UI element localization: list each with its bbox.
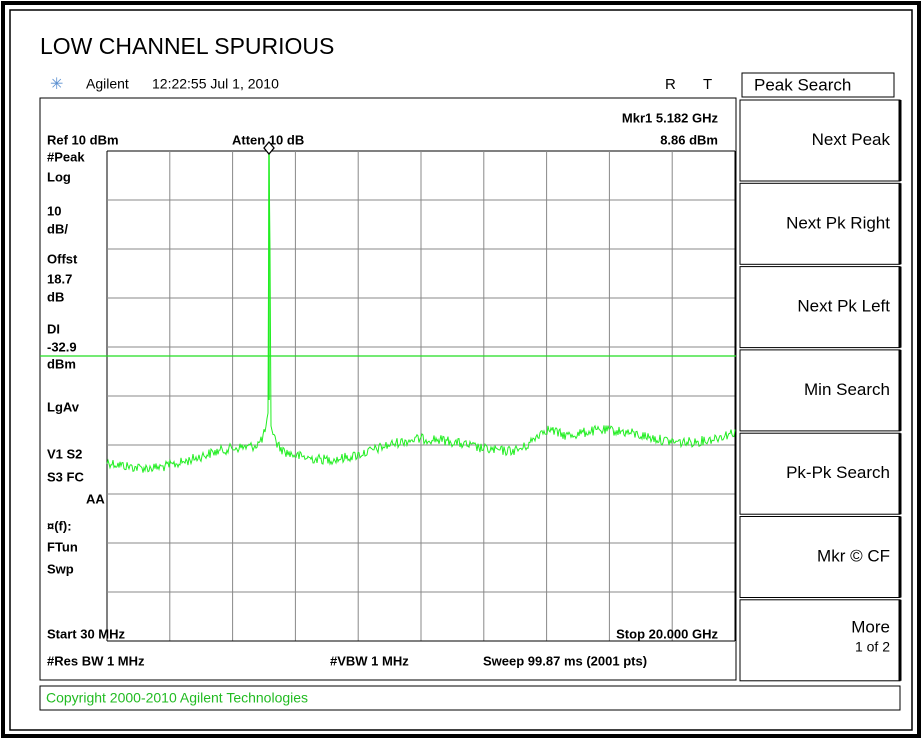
annotation: #Peak [47, 149, 85, 164]
softkey [739, 99, 901, 182]
trace [106, 151, 736, 473]
annotation: V1 S2 [47, 446, 82, 461]
annotation: Swp [47, 561, 74, 576]
softkey-label: More [851, 617, 890, 636]
copyright: Copyright 2000-2010 Agilent Technologies [46, 690, 308, 706]
status-bar [39, 685, 901, 711]
annotations: #Peak Log 10 dB/Offst 18.7 dB DI -32.9 dBm LgAv V1… [47, 149, 105, 576]
softkey [739, 266, 901, 349]
title: LOW CHANNEL SPURIOUS [40, 33, 334, 59]
reference: Ref 10 dBm [47, 132, 119, 147]
annotation: DI [47, 321, 60, 336]
annotation: ¤(f): [47, 518, 72, 533]
logo: ✳ [50, 76, 63, 93]
res-bw: #Res BW 1 MHz [47, 653, 145, 668]
annotation: dB [47, 289, 64, 304]
annotation: 10 [47, 203, 61, 218]
annotation: dB/ [47, 221, 68, 236]
softkey-label: Next Pk Left [797, 297, 890, 316]
display [39, 97, 737, 681]
softkey-label: 1 of 2 [855, 639, 890, 655]
annotation: 18.7 [47, 271, 72, 286]
annotation: Offst [47, 251, 78, 266]
marker-diamond [263, 140, 275, 156]
inner-frame [9, 9, 913, 731]
start: Start 30 MHz [47, 626, 126, 641]
menu-title: Peak Search [754, 75, 851, 94]
softkey-label: Next Pk Right [786, 213, 890, 232]
softkey [739, 182, 901, 265]
annotation: Log [47, 169, 71, 184]
graticule [106, 150, 736, 642]
softkey [739, 349, 901, 432]
flag: T [703, 76, 712, 93]
vbw: #VBW 1 MHz [330, 653, 409, 668]
attenuation: Atten 10 dB [232, 132, 304, 147]
annotation: LgAv [47, 399, 80, 414]
softkey [739, 599, 901, 682]
annotation: -32.9 [47, 339, 77, 354]
marker: Mkr1 5.182 GHz [622, 110, 719, 125]
softkey-label: Pk-Pk Search [786, 463, 890, 482]
softkey-label: Next Peak [812, 130, 891, 149]
annotation: S3 FC [47, 469, 84, 484]
sweep: Sweep 99.87 ms (2001 pts) [483, 653, 647, 668]
timestamp: 12:22:55 Jul 1, 2010 [152, 76, 279, 92]
menu-title-box [741, 72, 895, 98]
softkey [739, 516, 901, 598]
stop: Stop 20.000 GHz [616, 626, 718, 641]
instrument: Agilent [86, 76, 129, 92]
annotation: dBm [47, 356, 76, 371]
annotation: FTun [47, 539, 78, 554]
annotation: AA [86, 491, 105, 506]
flag: R [665, 76, 676, 93]
softkey-label: Min Search [804, 380, 890, 399]
softkey [739, 432, 901, 515]
softkey-label: Mkr © CF [817, 546, 890, 565]
marker-level: 8.86 dBm [660, 132, 718, 147]
softkeys: Next Peak Next Pk Right Next Pk Left Min Se… [739, 99, 902, 682]
